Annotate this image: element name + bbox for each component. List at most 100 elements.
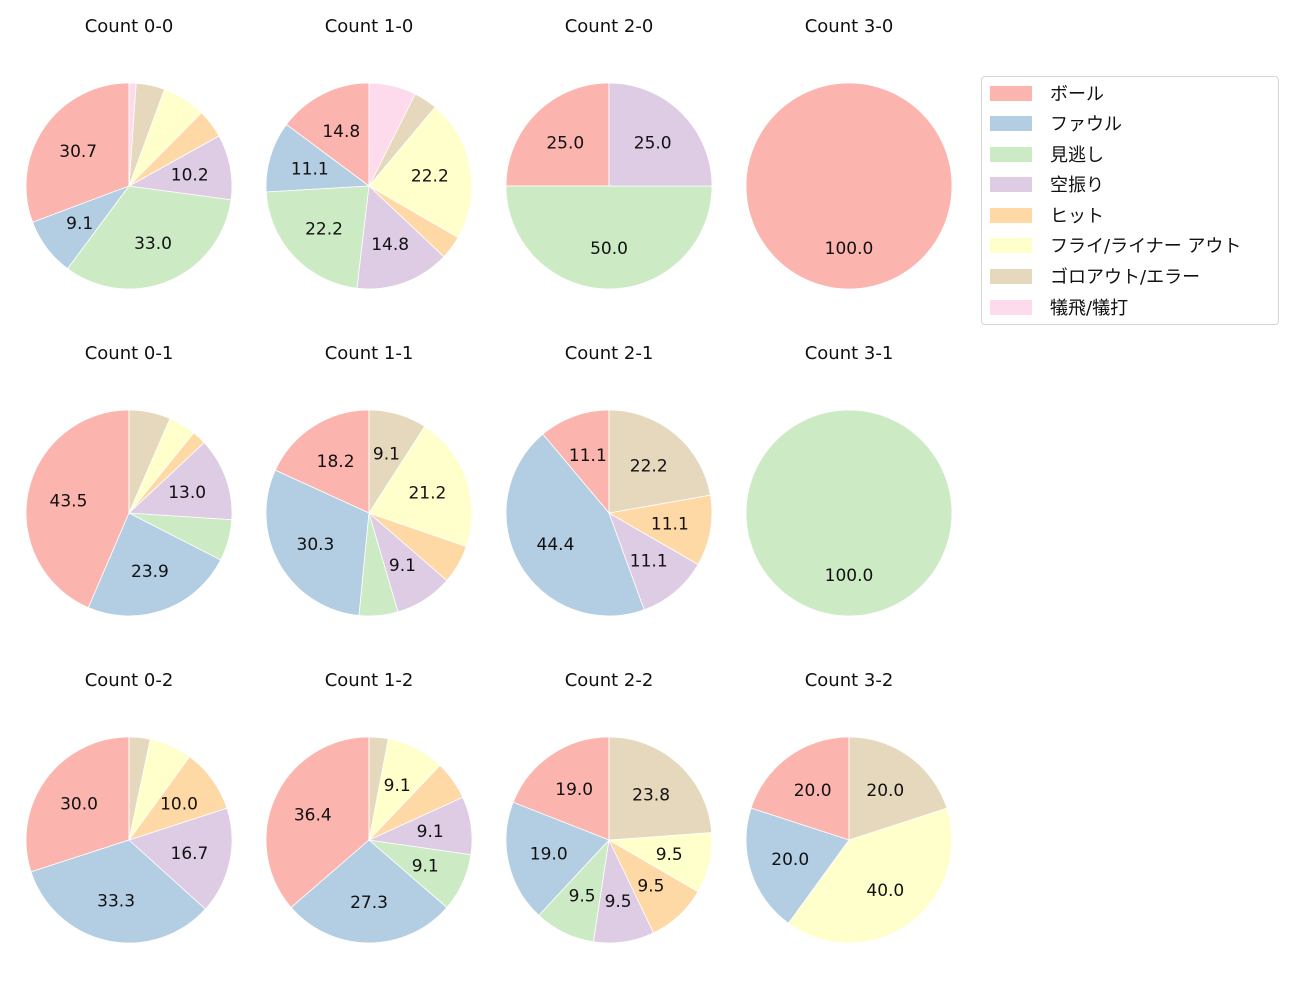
pie-chart: 30.7 9.1 33.0 10.2 [25,82,233,290]
legend-label: フライ/ライナー アウト [1050,236,1242,257]
slice-label: 30.3 [297,535,335,555]
pie-slice [505,433,645,617]
slice-label: 30.7 [59,142,97,162]
pie-panel-count-1-1: Count 1-1 18.2 30.3 9.1 21.2 9.1 [249,327,489,654]
pie-slice [745,82,953,290]
slice-label: 9.1 [66,214,93,234]
legend-item-fly-liner-out: フライ/ライナー アウト [990,233,1241,257]
panel-title: Count 2-1 [564,343,654,364]
pie-slice [505,801,610,916]
pie-panel-count-0-2: Count 0-2 30.0 33.3 16.7 10.0 [9,654,249,981]
legend-item-ball: ボール [990,81,1104,105]
pie-chart: 14.8 11.1 22.2 14.8 22.2 [265,82,473,290]
pie-slice [30,839,206,944]
pie-chart: 19.019.09.5 9.59.59.523.8 [505,736,713,944]
pie-slice [25,736,130,873]
pie-slice [290,839,448,944]
pie-slice [608,736,713,841]
legend-swatch [990,207,1032,223]
pie-slice [608,82,713,187]
slice-label: 11.1 [630,551,668,571]
pie-slice [265,185,370,289]
pie-slice [128,736,151,841]
legend-label: 空振り [1050,175,1104,196]
slice-label: 22.2 [305,219,343,239]
pie-slice [128,441,233,521]
pie-panel-count-2-0: Count 2-0 25.0 50.0 25.0 [489,0,729,327]
legend-item-swinging-strike: 空振り [990,172,1104,196]
pie-slice [128,82,137,187]
slice-label: 27.3 [350,893,388,913]
slice-label: 9.5 [605,892,632,912]
pie-slice [274,409,370,514]
slice-label: 11.1 [569,446,607,466]
legend-label: ファウル [1050,114,1122,135]
slice-label: 22.2 [630,457,668,477]
panel-title: Count 0-2 [84,670,174,691]
pie-panel-count-0-1: Count 0-1 43.5 23.9 13.0 [9,327,249,654]
slice-label: 9.5 [656,845,683,865]
pie-slice [542,409,610,515]
pie-slice [128,807,233,910]
slice-label: 100.0 [825,239,874,259]
pie-chart: 100.0 [745,409,953,617]
legend: ボール ファウル 見逃し 空振り ヒット フライ/ライナー アウト ゴロアウト/… [981,76,1279,325]
legend-label: ゴロアウト/エラー [1050,267,1201,288]
panel-title: Count 0-0 [84,16,174,37]
slice-label: 9.1 [384,776,411,796]
slice-label: 14.8 [371,235,409,255]
pie-slice [368,106,473,239]
pie-panel-count-2-2: Count 2-2 19.0 19.0 9.5 9.5 9.5 9.5 23.8 [489,654,729,981]
slice-label: 11.1 [651,515,689,535]
slice-label: 25.0 [546,133,584,153]
legend-label: 見逃し [1050,145,1104,166]
pie-panel-count-1-2: Count 1-2 36.4 27.3 9.1 9.1 9.1 [249,654,489,981]
legend-label: ヒット [1050,206,1104,227]
pie-panel-count-3-0: Count 3-0 100.0 [729,0,969,327]
slice-label: 22.2 [411,166,449,186]
pie-slice [608,512,699,611]
slice-label: 43.5 [50,492,88,512]
legend-item-called-strike: 見逃し [990,142,1104,166]
slice-label: 23.9 [131,562,169,582]
pie-slice [368,82,416,187]
pie-slice [848,736,948,841]
panel-title: Count 1-1 [324,343,414,364]
panel-title: Count 3-2 [804,670,894,691]
pie-chart: 100.0 [745,82,953,290]
pie-panel-count-3-2: Count 3-2 20.0 20.0 40.0 20.0 [729,654,969,981]
pie-slice [368,425,473,547]
slice-label: 20.0 [794,781,832,801]
slice-label: 18.2 [317,452,355,472]
pie-chart: 11.1 44.4 11.1 11.1 22.2 [505,409,713,617]
panel-title: Count 2-0 [564,16,654,37]
pie-panel-count-3-1: Count 3-1 100.0 [729,327,969,654]
pie-slice [368,409,426,515]
legend-swatch [990,115,1032,131]
slice-label: 19.0 [530,845,568,865]
slice-label: 50.0 [590,239,628,259]
pie-slice [265,123,371,193]
slice-label: 19.0 [555,780,593,800]
pie-panel-count-0-0: Count 0-0 30.7 9.1 33.0 10.2 [9,0,249,327]
pie-slice [745,807,850,924]
slice-label: 13.0 [168,483,206,503]
pie-chart: 30.0 33.3 16.7 10.0 [25,736,233,944]
pie-slice [745,409,953,617]
pie-slice [787,807,953,944]
slice-label: 9.1 [417,822,444,842]
pie-slice [356,185,445,290]
pie-slice [25,409,130,609]
pie-slice [25,82,130,223]
panel-title: Count 1-0 [324,16,414,37]
panel-title: Count 3-1 [804,343,894,364]
legend-label: 犠飛/犠打 [1050,298,1129,319]
pie-chart: 20.0 20.0 40.0 20.0 [745,736,953,944]
slice-label: 10.0 [160,795,198,815]
legend-item-foul: ファウル [990,111,1122,135]
pie-chart: 18.2 30.3 9.1 21.2 9.1 [265,409,473,617]
pie-slice [128,409,171,514]
panel-title: Count 3-0 [804,16,894,37]
slice-label: 10.2 [171,166,209,186]
pie-slice [512,736,610,841]
